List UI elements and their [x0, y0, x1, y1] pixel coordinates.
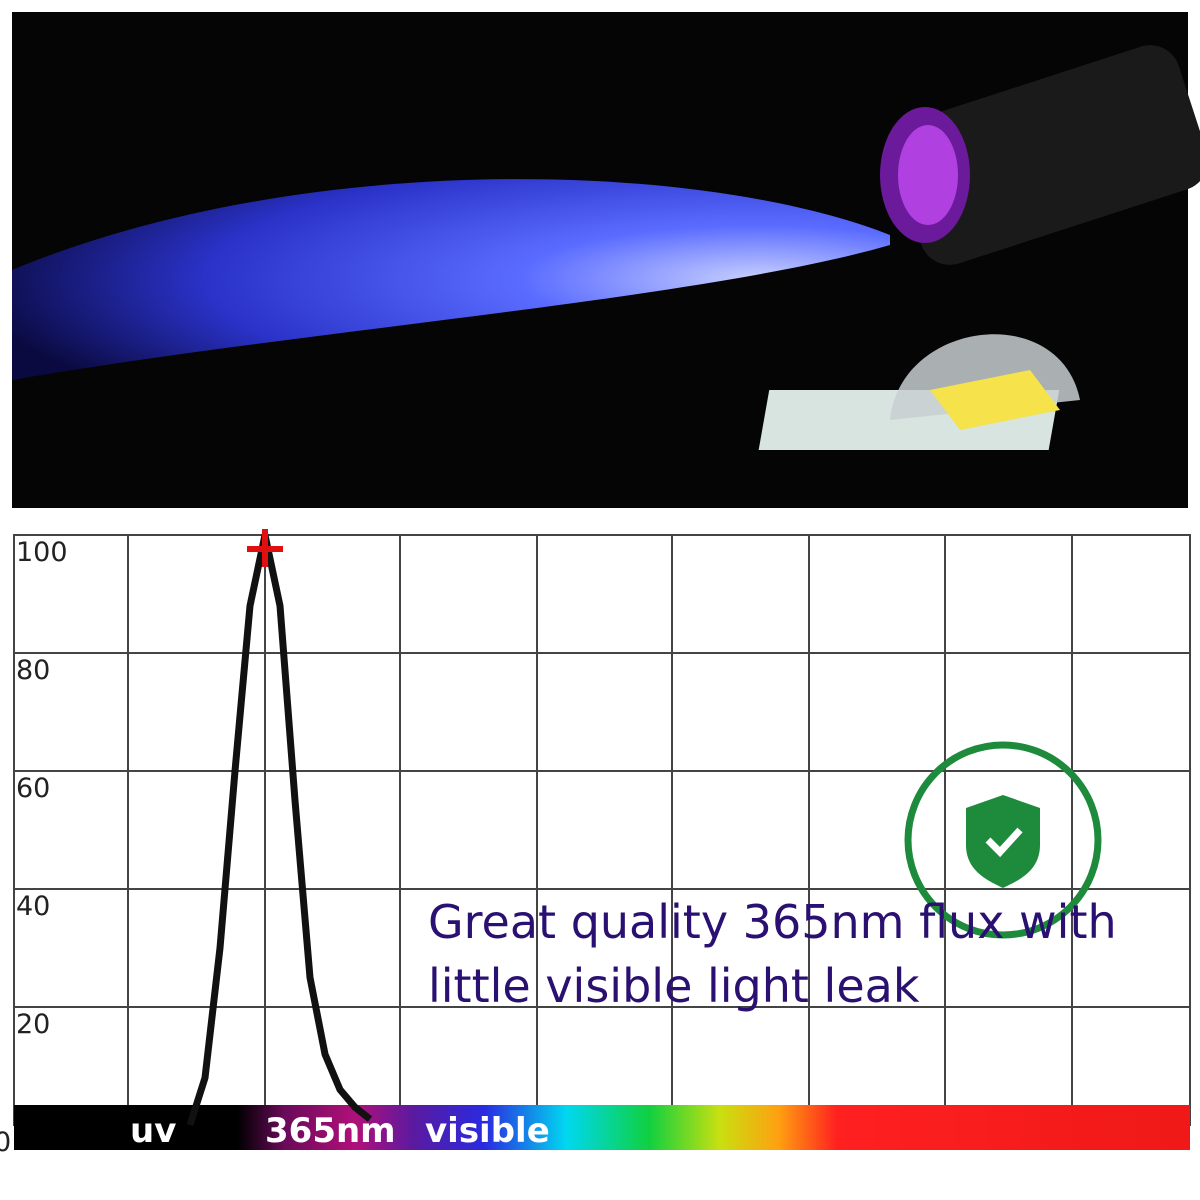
chart: 0 20 40 60 80 100 uv 365nm visible Great quality …: [0, 529, 1191, 1158]
y-tick-label: 100: [16, 537, 68, 568]
annotation: little visible light leak: [428, 959, 920, 1013]
annotation: Great quality 365nm flux with: [428, 895, 1117, 949]
y-tick-label: 40: [16, 891, 50, 922]
check-icon: [985, 827, 1023, 858]
spectrum-line: [186, 531, 373, 1127]
peak-marker: [247, 529, 283, 567]
product-photo: [12, 12, 1200, 508]
band-label: uv: [130, 1111, 176, 1151]
y-tick-label: 80: [16, 655, 50, 686]
shield-icon: [966, 795, 1040, 888]
band-label: visible: [425, 1111, 550, 1151]
y-tick-label: 20: [16, 1009, 50, 1040]
band-label: 365nm: [265, 1111, 396, 1151]
spectrum-bar: [14, 1105, 1190, 1150]
y-tick-label: 60: [16, 773, 50, 804]
quality-badge: [904, 741, 1102, 939]
y-tick-label: 0: [0, 1127, 11, 1158]
